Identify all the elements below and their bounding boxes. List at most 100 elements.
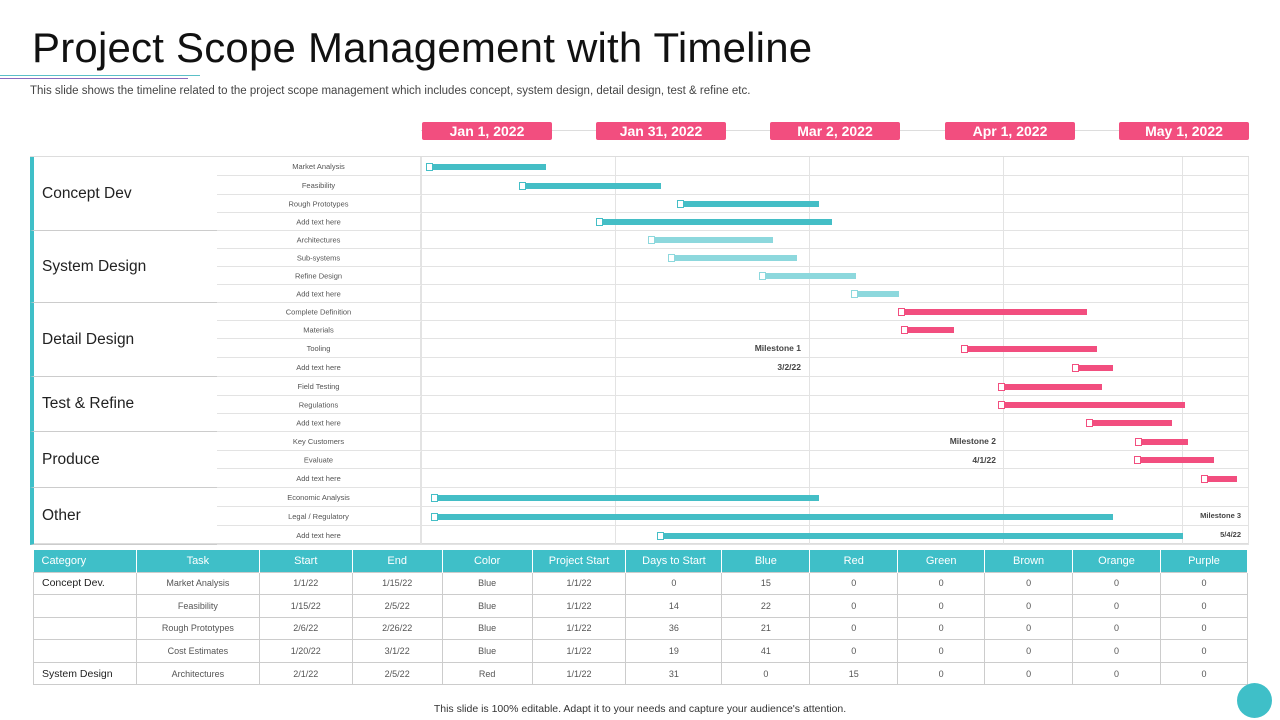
milestone-date: 3/2/22 — [777, 362, 801, 372]
table-cell: 0 — [721, 661, 811, 686]
task-bar[interactable] — [431, 493, 819, 502]
table-cell: 0 — [809, 594, 899, 618]
table-cell: 0 — [897, 661, 986, 686]
table-cell: 0 — [984, 616, 1074, 641]
bar-start-marker — [759, 272, 766, 280]
table-cell: 2/26/22 — [351, 616, 443, 641]
task-label: Add text here — [217, 469, 421, 487]
task-bar[interactable] — [898, 308, 1087, 316]
table-cell: 41 — [721, 639, 811, 663]
footer-text: This slide is 100% editable. Adapt it to… — [433, 703, 847, 715]
task-bar[interactable] — [1072, 363, 1113, 372]
bar-start-marker — [596, 218, 603, 226]
table-row: Concept Dev. Market Analysis 1/1/22 1/15/22… — [33, 571, 1249, 596]
table-cell: 1/1/22 — [531, 616, 627, 641]
task-label: Refine Design — [217, 267, 421, 284]
table-cell: Blue — [441, 594, 533, 618]
category-label: Concept Dev — [30, 157, 217, 231]
table-cell: 22 — [721, 594, 811, 618]
category-label: Other — [30, 488, 217, 545]
task-bar[interactable] — [998, 401, 1185, 409]
gantt-row: Market Analysis — [217, 157, 1249, 176]
bar-start-marker — [1134, 456, 1141, 464]
bar-start-marker — [898, 308, 905, 316]
task-label: Add text here — [217, 358, 421, 376]
task-bar[interactable] — [668, 254, 797, 262]
task-bar[interactable] — [648, 236, 773, 244]
gantt-row: Architectures — [217, 231, 1249, 249]
task-label: Economic Analysis — [217, 488, 421, 506]
gantt-row: Economic Analysis — [217, 488, 1249, 507]
table-cell: 0 — [1159, 594, 1249, 618]
table-cell: Rough Prototypes — [135, 616, 260, 641]
bar-start-marker — [901, 326, 908, 334]
table-cell: 0 — [1072, 594, 1161, 618]
column-header: Brown — [984, 550, 1074, 572]
table-cell: 0 — [1072, 616, 1161, 641]
title-underline — [0, 75, 200, 76]
task-bar[interactable] — [426, 162, 546, 171]
bar-start-marker — [677, 200, 684, 208]
gantt-row: Tooling — [217, 339, 1249, 358]
table-cell: 36 — [625, 616, 723, 641]
table-cell: 0 — [809, 616, 899, 641]
task-bar[interactable] — [998, 382, 1102, 391]
table-row: Cost Estimates 1/20/22 3/1/22 Blue 1/1/22 19 4… — [33, 639, 1249, 663]
task-bar[interactable] — [759, 272, 856, 280]
milestone-label: Milestone 2 — [949, 436, 996, 446]
task-bar[interactable] — [901, 326, 954, 334]
table-cell: 1/1/22 — [531, 661, 627, 686]
task-bar[interactable] — [1201, 474, 1237, 483]
task-label: Tooling — [217, 339, 421, 357]
table-cell: Feasibility — [135, 594, 260, 618]
task-label: Regulations — [217, 396, 421, 413]
task-label: Rough Prototypes — [217, 195, 421, 212]
task-bar[interactable] — [431, 512, 1113, 521]
bar-start-marker — [1086, 419, 1093, 427]
bar-start-marker — [998, 401, 1005, 409]
table-cell: 3/1/22 — [351, 639, 443, 663]
gantt-row: Sub-systems — [217, 249, 1249, 267]
task-label: Materials — [217, 321, 421, 338]
category-label: Test & Refine — [30, 377, 217, 432]
grid-line — [615, 157, 616, 545]
task-label: Add text here — [217, 526, 421, 544]
task-bar[interactable] — [677, 200, 819, 208]
category-label: System Design — [30, 231, 217, 303]
data-table: Category Task Start End Color Project Start Da… — [33, 550, 1249, 686]
task-bar[interactable] — [596, 218, 832, 226]
task-bar[interactable] — [519, 181, 661, 190]
task-bar[interactable] — [1086, 419, 1172, 427]
bar-start-marker — [519, 181, 526, 190]
task-bar[interactable] — [1135, 437, 1188, 446]
table-cell — [33, 639, 137, 663]
column-header: Purple — [1160, 550, 1249, 572]
table-cell: 0 — [984, 661, 1074, 686]
gantt-row: Feasibility — [217, 176, 1249, 195]
table-cell: Concept Dev. — [33, 571, 137, 596]
gantt-row: Add text here — [217, 213, 1249, 231]
table-cell: 15 — [809, 661, 899, 686]
table-row: Rough Prototypes 2/6/22 2/26/22 Blue 1/1/22 3… — [33, 616, 1249, 641]
column-header: Start — [259, 550, 353, 572]
task-bar[interactable] — [961, 344, 1097, 353]
table-cell: 2/5/22 — [351, 594, 443, 618]
bar-start-marker — [1072, 363, 1079, 372]
table-cell: 0 — [809, 639, 899, 663]
column-header: Category — [33, 550, 137, 572]
task-bar[interactable] — [851, 290, 899, 298]
table-cell: Red — [441, 661, 533, 686]
page-title: Project Scope Management with Timeline — [32, 24, 813, 71]
column-header: Project Start — [532, 550, 627, 572]
task-bar[interactable] — [1134, 456, 1214, 464]
table-cell: 0 — [1159, 571, 1249, 596]
bar-start-marker — [668, 254, 675, 262]
table-cell: Blue — [441, 639, 533, 663]
table-cell: 0 — [809, 571, 899, 596]
table-cell: 1/20/22 — [258, 639, 353, 663]
gantt-row: Regulations — [217, 396, 1249, 414]
bar-start-marker — [431, 512, 438, 521]
gantt-row: Add text here — [217, 526, 1249, 545]
task-bar[interactable] — [657, 531, 1183, 540]
table-cell: 2/5/22 — [351, 661, 443, 686]
